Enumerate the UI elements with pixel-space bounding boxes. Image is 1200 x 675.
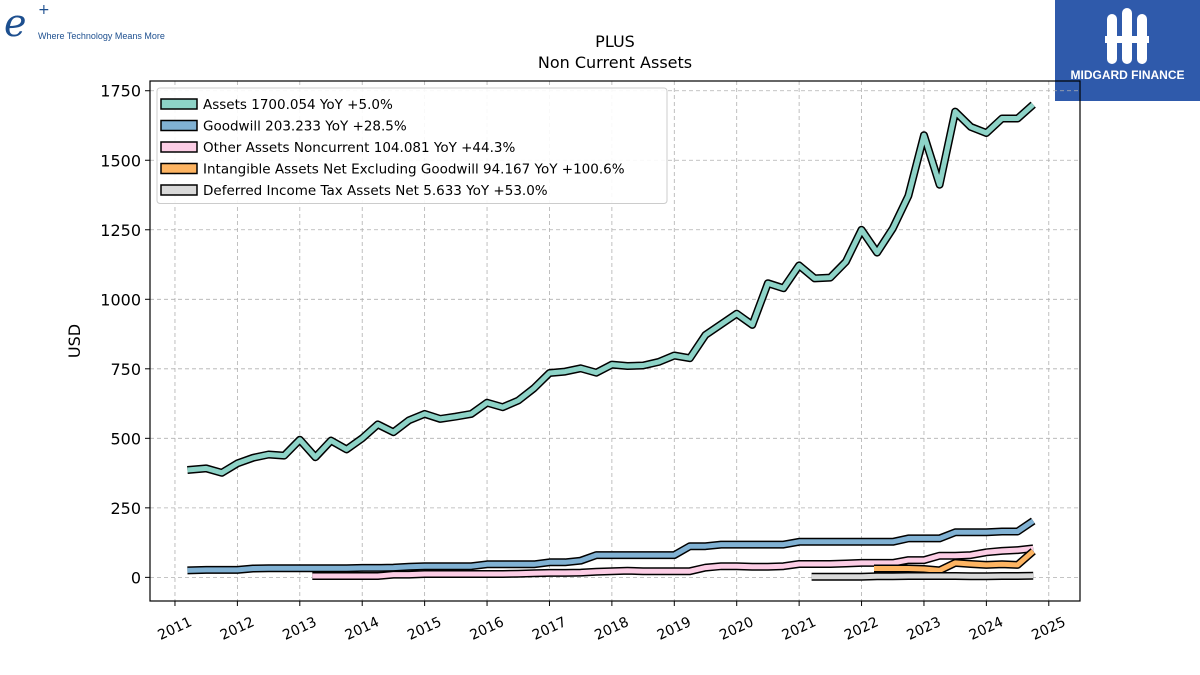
midgard-emblem-icon	[1105, 8, 1149, 64]
legend-label-4: Deferred Income Tax Assets Net 5.633 YoY…	[203, 183, 548, 199]
x-tick-label: 2020	[717, 614, 756, 644]
x-tick-label: 2021	[780, 614, 819, 644]
legend-swatch-4	[160, 184, 198, 196]
logo-mark: e	[4, 1, 27, 45]
series-line-3	[874, 549, 1035, 573]
plot-frame	[149, 80, 1081, 602]
legend-box	[156, 87, 668, 204]
logo-tagline: Where Technology Means More	[38, 31, 165, 41]
x-tick-label: 2022	[842, 614, 881, 644]
legend: Assets 1700.054 YoY +5.0% Goodwill 203.23…	[156, 87, 668, 204]
x-tick-label: 2015	[405, 614, 444, 644]
x-tick-label: 2025	[1029, 614, 1068, 644]
midgard-finance-name: MIDGARD FINANCE	[1070, 68, 1185, 82]
x-tick-label: 2019	[655, 614, 694, 644]
legend-swatch-2	[160, 141, 198, 153]
x-tick-label: 2014	[343, 614, 382, 644]
e-plus-logo: e + Where Technology Means More	[4, 1, 204, 45]
x-axis-ticks: 2011 2012 2013 2014 2015 2016 2017 2018 2019 2020…	[155, 601, 1068, 644]
y-tick-label: 0	[131, 568, 141, 587]
x-tick-label: 2017	[530, 614, 569, 644]
legend-label-1: Goodwill 203.233 YoY +28.5%	[203, 119, 407, 135]
y-tick-label: 250	[110, 499, 141, 518]
x-tick-label: 2011	[155, 614, 194, 644]
legend-swatch-1	[160, 119, 198, 132]
x-tick-label: 2024	[967, 614, 1006, 644]
chart-subtitle: Non Current Assets	[538, 53, 692, 72]
y-tick-label: 750	[110, 360, 141, 379]
legend-label-0: Assets 1700.054 YoY +5.0%	[203, 97, 393, 113]
x-tick-label: 2012	[218, 614, 257, 644]
series-line-4	[811, 573, 1034, 580]
series-line-0	[187, 102, 1035, 476]
y-tick-label: 1750	[100, 82, 141, 101]
x-tick-label: 2018	[592, 614, 631, 644]
y-tick-label: 1000	[100, 290, 141, 309]
y-axis-ticks: 0 250 500 750 1000 1250 1500 1750	[100, 82, 150, 587]
chart-title: PLUS	[595, 32, 635, 51]
series-line-2	[312, 545, 1034, 579]
midgard-finance-logo: MIDGARD FINANCE	[1055, 0, 1200, 101]
series-line-1	[187, 518, 1035, 573]
legend-label-3: Intangible Assets Net Excluding Goodwill…	[203, 162, 625, 178]
x-tick-label: 2013	[280, 614, 319, 644]
x-tick-label: 2016	[468, 614, 507, 644]
legend-label-2: Other Assets Noncurrent 104.081 YoY +44.…	[203, 140, 515, 156]
legend-swatch-0	[160, 98, 198, 110]
y-axis-label: USD	[65, 324, 84, 358]
y-tick-label: 1250	[100, 221, 141, 240]
x-tick-label: 2023	[904, 614, 943, 644]
y-tick-label: 500	[110, 429, 141, 448]
logo-plus: +	[38, 2, 50, 18]
legend-swatch-3	[160, 162, 198, 175]
y-tick-label: 1500	[100, 151, 141, 170]
series-lines	[187, 101, 1036, 581]
